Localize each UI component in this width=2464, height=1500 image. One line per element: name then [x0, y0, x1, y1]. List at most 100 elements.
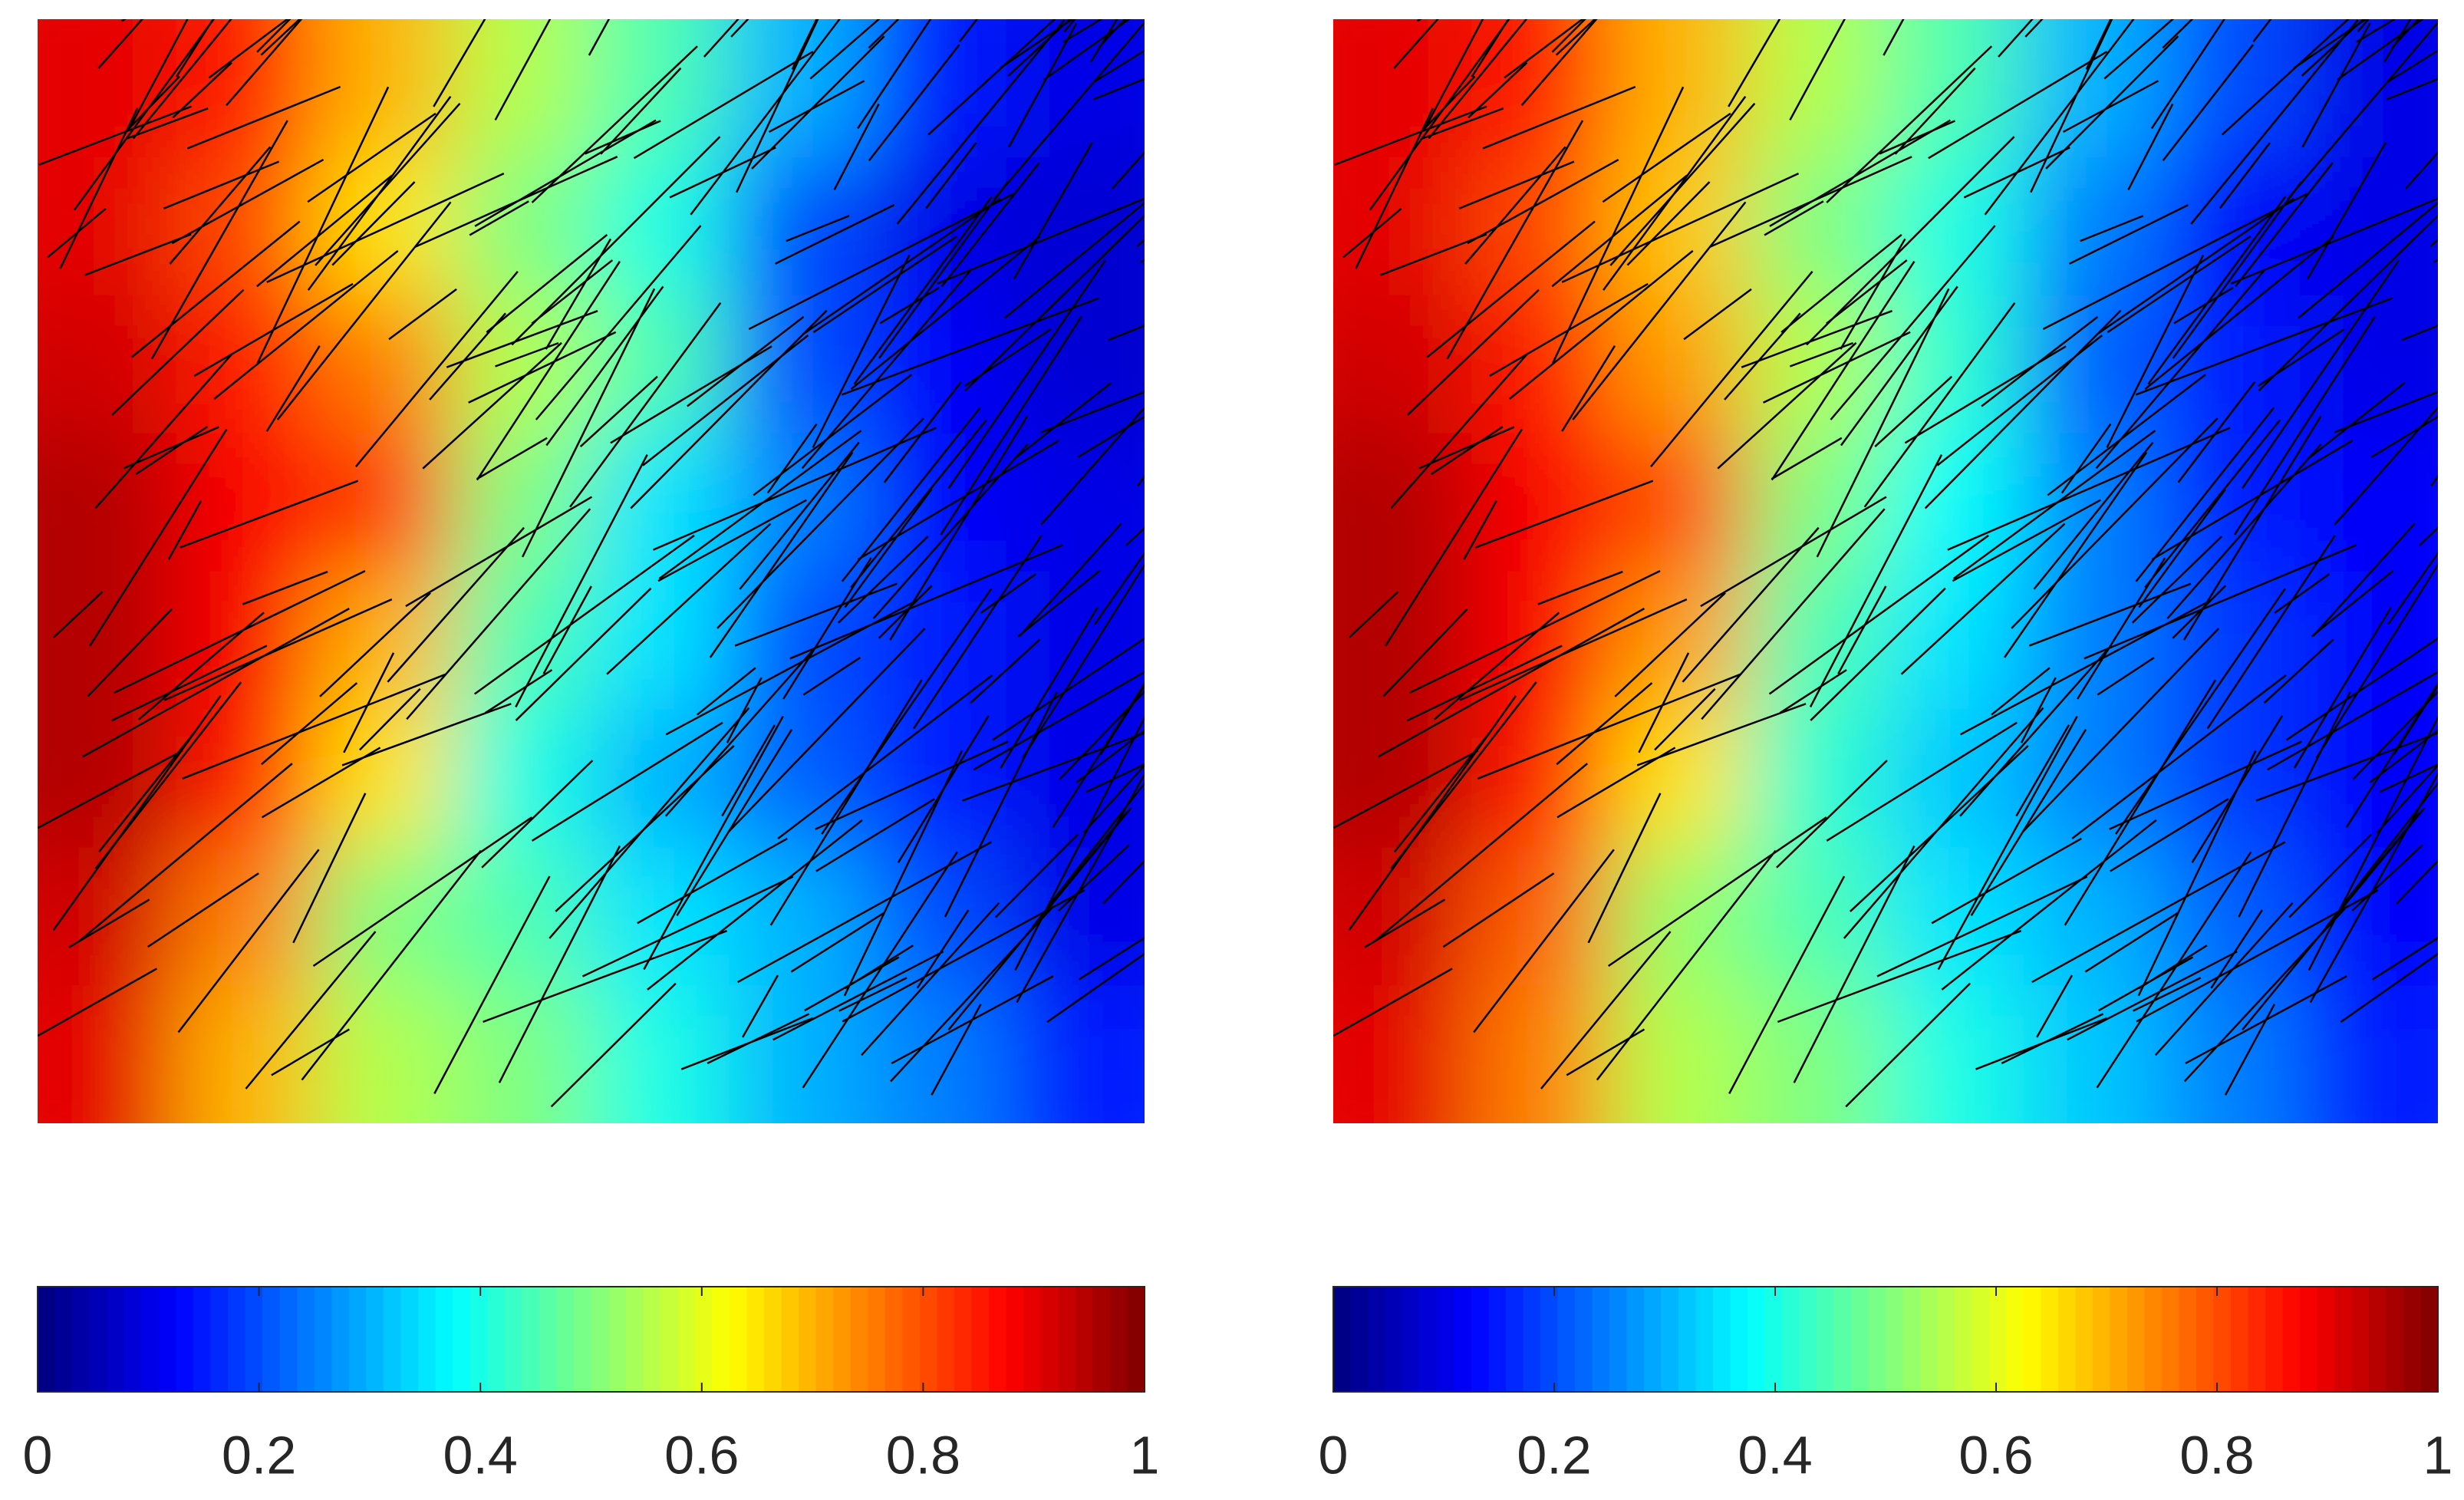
fracture-line [1636, 703, 1807, 766]
fracture-line [127, 75, 180, 130]
fracture-line [1076, 729, 1145, 783]
heatmap-cell [2300, 571, 2438, 710]
colorbar-swatch [2127, 1287, 2146, 1392]
fracture-line [940, 315, 1082, 536]
colorbar-swatch [2386, 1287, 2404, 1392]
fracture-line [1900, 523, 2066, 675]
colorbar-swatch [539, 1287, 558, 1392]
fracture-line [768, 80, 865, 134]
fracture-line [2293, 607, 2392, 769]
heatmap-cell [2300, 847, 2438, 987]
colorbar-swatch [124, 1287, 143, 1392]
fracture-line [690, 19, 841, 216]
fracture-line [2396, 859, 2438, 905]
fracture-line [2369, 729, 2438, 783]
fracture-line [343, 652, 395, 753]
fracture-line [850, 419, 987, 588]
fracture-line [2387, 49, 2438, 83]
fracture-line [1442, 872, 1555, 948]
fracture-line [1090, 19, 1118, 63]
fracture-line [2231, 197, 2438, 285]
heatmap-cell [1333, 571, 1472, 710]
fracture-line [841, 297, 1099, 396]
fracture-line [1840, 285, 1958, 447]
fracture-line [2312, 523, 2416, 637]
fracture-line [1431, 426, 1504, 475]
fracture-line [1609, 103, 1756, 266]
colorbar-swatch [1833, 1287, 1852, 1392]
heatmap-cell [1748, 847, 1886, 987]
fracture-line [2433, 259, 2438, 263]
fracture-line [821, 588, 993, 835]
fracture-line [1768, 534, 1989, 695]
heatmap-cell [314, 709, 454, 849]
fracture-line [727, 628, 926, 833]
colorbar-swatch [2006, 1287, 2024, 1392]
fracture-line [1052, 681, 1145, 829]
colorbar-swatch [141, 1287, 160, 1392]
fracture-line [307, 112, 436, 203]
colorbar-swatch [1661, 1287, 1679, 1392]
colorbar-swatch [1730, 1287, 1748, 1392]
fracture-line [2288, 833, 2373, 918]
colorbar-tick-label: 0.4 [1738, 1425, 1812, 1485]
fracture-line [1520, 19, 1598, 107]
fracture-line [1650, 271, 1813, 468]
fracture-line [2183, 905, 2348, 1083]
fracture-line [114, 569, 366, 694]
fracture-line [1463, 500, 1497, 560]
fracture-line [1936, 334, 2103, 466]
fracture-line [2107, 235, 2252, 334]
fracture-line [1334, 105, 1487, 166]
colorbar-swatch [2300, 1287, 2318, 1392]
heatmap-cell [1886, 985, 2024, 1123]
heatmap-cell [868, 433, 1007, 572]
fracture-line [98, 730, 196, 853]
fracture-line [1468, 61, 1528, 119]
colorbar-swatch [1989, 1287, 2008, 1392]
fracture-line [2135, 297, 2393, 396]
fracture-line [734, 582, 898, 647]
fracture-line [2162, 44, 2254, 162]
fracture-line [2060, 423, 2112, 494]
heatmap-cell [2300, 433, 2438, 572]
fracture-line [782, 557, 872, 700]
fracture-line [1843, 707, 2044, 939]
heatmap-cell [868, 847, 1007, 987]
fracture-line [1741, 309, 1892, 368]
fracture-line [1845, 982, 1971, 1108]
colorbar-swatch [1592, 1287, 1610, 1392]
fracture-line [842, 889, 1085, 1023]
fracture-line [2177, 381, 2256, 483]
fracture-line [809, 19, 881, 80]
colorbar-swatch [366, 1287, 384, 1392]
fracture-line [245, 931, 377, 1090]
fracture-line [889, 415, 1029, 641]
fracture-line [2340, 952, 2438, 1024]
colorbar-swatch [919, 1287, 938, 1392]
fracture-line [414, 156, 618, 249]
heatmap-cell [2162, 847, 2301, 987]
fracture-line [861, 902, 1000, 1057]
heatmap-cell [1748, 985, 1886, 1123]
fracture-line [82, 608, 350, 758]
colorbar-swatch [1523, 1287, 1541, 1392]
heatmap-cell [314, 847, 454, 987]
fracture-line [1467, 158, 1619, 245]
fracture-line [446, 309, 598, 368]
fracture-line [925, 142, 977, 209]
fracture-line [2219, 142, 2271, 209]
colorbar-swatch [1644, 1287, 1662, 1392]
colorbar-swatch [1920, 1287, 1939, 1392]
fracture-line [2379, 763, 2438, 793]
fracture-line [1473, 849, 1615, 1034]
fracture-line [2138, 488, 2226, 608]
fracture-line [1551, 174, 1688, 288]
heatmap-cell [2162, 433, 2301, 572]
colorbar-swatch [1127, 1287, 1145, 1392]
fracture-line [868, 44, 960, 162]
fracture-line [802, 197, 1001, 335]
fracture-line [515, 587, 652, 721]
fracture-line [132, 19, 232, 140]
fracture-line [1540, 931, 1672, 1090]
